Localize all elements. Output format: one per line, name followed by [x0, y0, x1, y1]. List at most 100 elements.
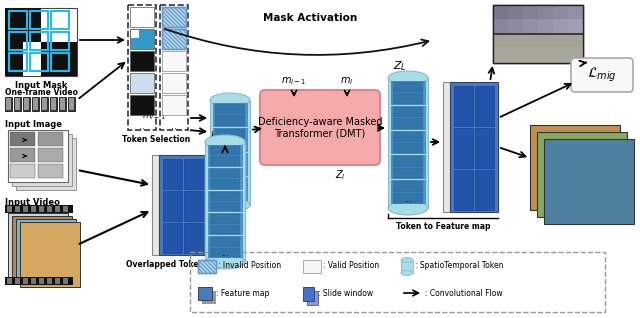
Bar [538, 47, 553, 61]
Text: Token Selection: Token Selection [122, 135, 190, 144]
Bar [391, 131, 425, 153]
Bar [9, 32, 27, 50]
Bar [393, 118, 423, 128]
Text: $m_{l-1}$: $m_{l-1}$ [282, 75, 307, 87]
Bar [8, 130, 68, 182]
Bar [30, 11, 48, 29]
Bar [454, 86, 473, 126]
Bar [553, 33, 568, 47]
Bar [568, 33, 583, 47]
Bar [68, 97, 75, 111]
Bar [5, 8, 77, 76]
Bar [9, 53, 27, 71]
Bar [47, 278, 52, 284]
Bar [55, 278, 60, 284]
Bar [508, 19, 523, 33]
FancyBboxPatch shape [571, 58, 633, 92]
Bar [401, 260, 413, 273]
Bar [210, 179, 240, 189]
Bar [202, 291, 216, 304]
Bar [391, 180, 425, 203]
Bar [210, 202, 240, 211]
Bar [553, 47, 568, 61]
Bar [10, 164, 35, 178]
Text: ..: .. [171, 121, 177, 131]
Bar [215, 140, 245, 150]
Bar [213, 153, 247, 175]
Bar [210, 192, 240, 201]
Text: : Slide window: : Slide window [318, 288, 373, 298]
Bar [393, 168, 423, 178]
Bar [8, 213, 68, 278]
Bar [215, 154, 245, 164]
Text: : Invalid Position: : Invalid Position [218, 261, 281, 271]
Bar [553, 19, 568, 33]
Text: : SpatioTemporal Token: : SpatioTemporal Token [415, 261, 504, 271]
Bar [493, 47, 508, 61]
Bar [14, 97, 21, 111]
Text: ...: ... [221, 250, 229, 259]
Ellipse shape [388, 71, 428, 85]
Text: $Z_l$: $Z_l$ [335, 168, 346, 182]
Bar [16, 219, 76, 284]
Bar [32, 97, 39, 111]
Bar [47, 206, 52, 212]
Text: ...: ... [226, 192, 234, 202]
Text: : Valid Position: : Valid Position [323, 261, 379, 271]
Bar [8, 130, 68, 182]
Bar [213, 103, 247, 126]
Bar [568, 47, 583, 61]
Bar [9, 11, 27, 29]
Bar [454, 128, 473, 168]
Bar [393, 193, 423, 203]
Text: $F_{l-1}$: $F_{l-1}$ [210, 129, 232, 143]
Bar [210, 169, 240, 178]
Ellipse shape [401, 271, 413, 275]
Ellipse shape [205, 255, 245, 269]
Bar [493, 5, 583, 63]
Bar [23, 97, 30, 111]
Bar [208, 236, 242, 257]
Bar [213, 177, 247, 200]
Bar [523, 19, 538, 33]
Text: $Z_{l-1}$: $Z_{l-1}$ [219, 209, 241, 223]
Ellipse shape [401, 258, 413, 262]
Bar [51, 98, 56, 110]
Bar [393, 132, 423, 142]
Bar [38, 164, 63, 178]
Bar [130, 73, 154, 93]
Bar [538, 33, 553, 47]
Bar [393, 156, 423, 167]
Bar [160, 5, 188, 130]
Bar [130, 29, 154, 49]
Bar [162, 95, 186, 115]
Bar [131, 30, 139, 38]
Bar [215, 165, 245, 175]
Bar [130, 7, 154, 27]
Bar [393, 181, 423, 192]
Text: Input Video: Input Video [5, 198, 60, 207]
Ellipse shape [210, 198, 250, 212]
Bar [213, 128, 247, 150]
Bar [508, 33, 523, 47]
Text: $m_l$: $m_l$ [340, 75, 354, 87]
Bar [5, 42, 23, 76]
Bar [10, 148, 35, 162]
Bar [475, 170, 494, 210]
Bar [184, 191, 203, 221]
Bar [162, 29, 186, 49]
Text: Token to Feature map: Token to Feature map [396, 222, 490, 231]
Bar [215, 178, 245, 189]
Bar [538, 19, 553, 33]
Bar [41, 42, 77, 76]
Bar [198, 260, 216, 273]
Bar [162, 29, 186, 49]
Bar [184, 159, 203, 189]
Bar [493, 19, 508, 33]
Bar [30, 32, 48, 50]
Bar [15, 98, 20, 110]
Text: ...: ... [404, 196, 412, 204]
Text: Input Mask: Input Mask [15, 81, 67, 90]
Bar [130, 51, 154, 71]
Bar [208, 145, 242, 166]
